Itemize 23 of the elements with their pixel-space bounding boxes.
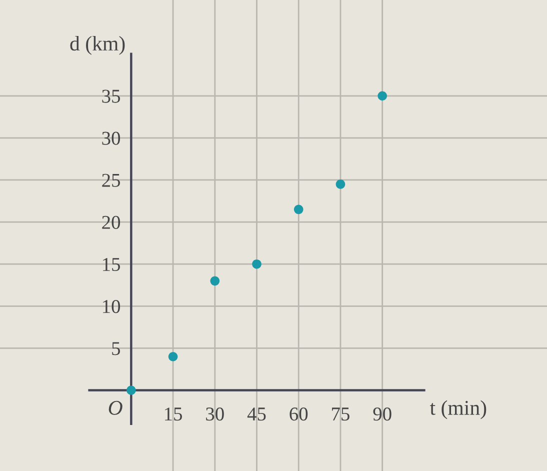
x-tick-label: 60 [290, 407, 308, 421]
point [294, 204, 304, 214]
annotation: O [108, 400, 122, 415]
x-tick-label: 90 [373, 407, 392, 421]
y-tick-label: 10 [103, 300, 120, 314]
point [252, 259, 262, 269]
x-tick-label: 75 [332, 408, 350, 421]
x-tick-label: 45 [247, 408, 266, 421]
y-axis-title: d (km) [70, 36, 125, 55]
point [126, 386, 136, 395]
point [210, 276, 220, 286]
x-axis-title: t (min) [430, 400, 486, 420]
x-tick-label: 30 [206, 407, 224, 421]
point [336, 180, 346, 189]
y-tick-label: 30 [102, 132, 120, 145]
y-tick-label: 35 [102, 90, 120, 103]
y-tick-label: 20 [102, 216, 120, 229]
x-tick-label: 15 [165, 408, 182, 421]
y-tick-label: 25 [102, 174, 120, 187]
point [378, 91, 387, 101]
y-tick-label: 5 [112, 342, 120, 356]
point [168, 352, 178, 362]
y-tick-label: 15 [103, 258, 120, 272]
